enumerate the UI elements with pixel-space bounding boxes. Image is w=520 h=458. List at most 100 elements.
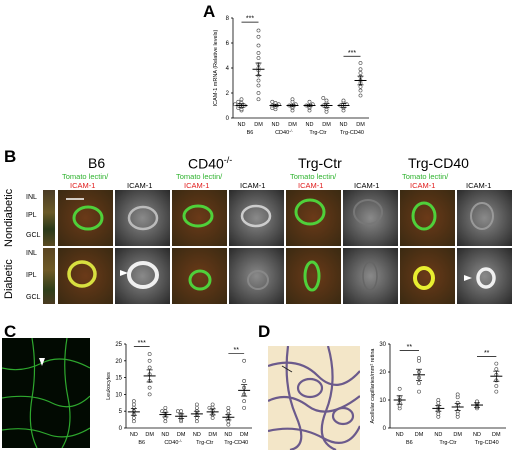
col-head-trg-cd40: Trg-CD40: [408, 155, 469, 171]
row-label-nondiabetic: Nondiabetic: [3, 188, 15, 247]
data-point: [236, 99, 241, 104]
data-point: [358, 71, 363, 75]
data-point: [242, 405, 247, 410]
group-label: B6: [138, 440, 145, 446]
data-point: [179, 409, 184, 414]
y-tick-label: 20: [379, 370, 386, 376]
group-label: Trg-CD40: [340, 130, 364, 136]
y-axis-label: Leukocytes: [106, 372, 112, 400]
y-tick-label: 20: [115, 359, 122, 365]
x-sub-label: DM: [240, 432, 249, 438]
data-point: [358, 67, 363, 72]
panel-letter-b: B: [4, 147, 17, 166]
data-point: [131, 402, 136, 407]
data-point: [256, 78, 261, 83]
data-point: [147, 365, 152, 370]
panel-letter-c: C: [4, 322, 17, 341]
data-point: [242, 379, 247, 383]
icam-red-label-4: ICAM-1: [410, 181, 436, 190]
data-point: [210, 402, 215, 407]
significance-label: ***: [138, 340, 146, 347]
data-point: [341, 98, 346, 103]
data-point: [147, 358, 152, 363]
x-sub-label: ND: [161, 432, 169, 438]
group-label: Trg-Ctr: [309, 130, 326, 136]
retina-flatmount-image: [2, 338, 90, 448]
icam-red-label-1: ICAM-1: [70, 181, 96, 190]
x-sub-label: DM: [453, 432, 462, 438]
data-point: [307, 99, 312, 104]
data-point: [324, 98, 329, 103]
data-point: [256, 91, 261, 95]
y-tick-label: 4: [226, 66, 230, 72]
data-point: [256, 34, 261, 39]
x-sub-label: DM: [145, 432, 154, 438]
data-point: [131, 399, 136, 404]
data-point: [256, 28, 261, 33]
data-point: [455, 392, 460, 397]
x-sub-label: DM: [322, 122, 331, 128]
y-tick-label: 10: [379, 398, 386, 404]
data-point: [494, 361, 499, 366]
group-label: Trg-CD40: [475, 440, 499, 446]
tomato-lectin-label-1: Tomato lectin/: [62, 172, 109, 181]
col-head-trg-ctr: Trg-Ctr: [298, 155, 342, 171]
tomato-lectin-label-2: Tomato lectin/: [176, 172, 223, 181]
y-tick-label: 15: [115, 376, 122, 382]
data-point: [226, 405, 231, 410]
data-point: [270, 99, 275, 104]
group-label: B6: [247, 130, 254, 136]
icam-label-2: ICAM-1: [240, 181, 266, 190]
data-point: [417, 381, 421, 386]
icam-label-3: ICAM-1: [354, 181, 380, 190]
layer-ipl-1: IPL: [26, 212, 37, 219]
y-tick-label: 0: [119, 426, 123, 432]
icam-red-label-3: ICAM-1: [298, 181, 324, 190]
y-tick-label: 2: [226, 91, 230, 97]
data-point: [239, 97, 244, 102]
data-point: [358, 84, 363, 89]
significance-label: ***: [246, 16, 254, 23]
x-sub-label: ND: [340, 122, 348, 128]
y-tick-label: 5: [119, 409, 123, 415]
group-label: B6: [406, 440, 413, 446]
micrograph-grid: [58, 190, 512, 304]
data-point: [358, 93, 363, 98]
x-sub-label: ND: [224, 432, 232, 438]
data-point: [163, 405, 168, 410]
data-point: [147, 385, 152, 390]
y-tick-label: 0: [383, 426, 387, 432]
data-point: [242, 358, 247, 363]
y-axis-label: Acellular capillaries/mm² retina: [370, 348, 376, 424]
x-sub-label: ND: [396, 432, 404, 438]
x-sub-label: ND: [130, 432, 138, 438]
x-sub-label: DM: [492, 432, 501, 438]
data-point: [494, 367, 499, 372]
data-point: [242, 399, 247, 404]
layer-ipl-2: IPL: [26, 272, 37, 279]
col-head-cd40ko: CD40-/-: [188, 155, 233, 172]
y-axis-label: ICAM-1 mRNA (Relative levels): [213, 29, 219, 106]
data-point: [417, 356, 421, 360]
x-sub-label: ND: [272, 122, 280, 128]
x-sub-label: DM: [254, 122, 263, 128]
data-point: [358, 61, 363, 65]
icam-label-1: ICAM-1: [127, 181, 153, 190]
data-point: [494, 389, 499, 394]
retina-strip-diabetic: [43, 248, 55, 304]
y-tick-label: 10: [115, 392, 122, 398]
x-sub-label: ND: [193, 432, 201, 438]
tomato-lectin-label-4: Tomato lectin/: [402, 172, 449, 181]
data-point: [163, 419, 168, 424]
data-point: [436, 398, 441, 402]
panel-letter-d: D: [258, 322, 271, 341]
y-tick-label: 30: [379, 342, 386, 348]
data-point: [194, 402, 199, 407]
data-point: [256, 51, 261, 55]
icam-label-4: ICAM-1: [466, 181, 492, 190]
data-point: [194, 405, 199, 410]
x-sub-label: ND: [238, 122, 246, 128]
data-point: [494, 384, 499, 388]
